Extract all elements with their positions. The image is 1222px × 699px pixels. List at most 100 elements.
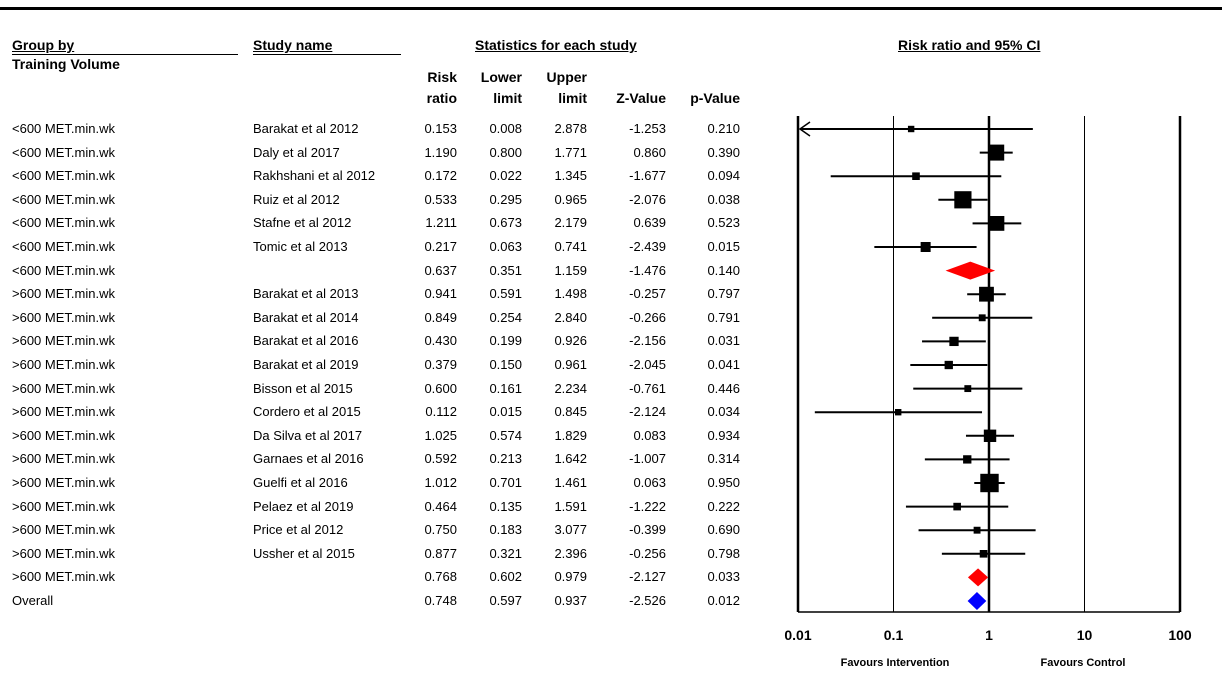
study-name-cell: Price et al 2012 — [253, 522, 344, 538]
z-value-cell: 0.860 — [633, 144, 666, 160]
x-tick-label: 0.1 — [884, 627, 904, 643]
lower-limit-cell: 0.022 — [489, 168, 522, 184]
z-value-cell: -1.222 — [629, 498, 666, 514]
study-name-header: Study name — [253, 37, 333, 53]
upper-limit-cell: 1.591 — [554, 498, 587, 514]
z-value-cell: -2.127 — [629, 569, 666, 585]
p-value-cell: 0.934 — [707, 427, 740, 443]
study-name-cell: Barakat et al 2014 — [253, 309, 359, 325]
z-value-cell: -2.045 — [629, 356, 666, 372]
upper-limit-cell: 1.159 — [554, 262, 587, 278]
table-row: <600 MET.min.wk Tomic et al 2013 0.217 0.06… — [0, 235, 780, 259]
p-value-cell: 0.797 — [707, 286, 740, 302]
study-marker — [895, 409, 902, 416]
table-row: <600 MET.min.wk Rakhshani et al 2012 0.172… — [0, 164, 780, 188]
p-value-cell: 0.791 — [707, 309, 740, 325]
upper-limit-cell: 1.461 — [554, 474, 587, 490]
upper-limit-cell: 2.878 — [554, 121, 587, 136]
subgroup-diamond — [945, 261, 996, 280]
study-marker — [949, 336, 959, 347]
lower-limit-cell: 0.574 — [489, 427, 522, 443]
study-marker — [963, 455, 972, 464]
risk-ratio-cell: 0.877 — [424, 545, 457, 561]
x-tick-label: 1 — [985, 627, 993, 643]
upper-limit-cell: 0.845 — [554, 404, 587, 420]
upper-limit-cell: 0.961 — [554, 356, 587, 372]
lower-limit-cell: 0.135 — [489, 498, 522, 514]
ci-arrow — [798, 121, 811, 137]
z-value-cell: -0.399 — [629, 522, 666, 538]
p-value-cell: 0.950 — [707, 474, 740, 490]
table-row: Overall 0.748 0.597 0.937 -2.526 0.012 — [0, 589, 780, 613]
risk-ratio-cell: 0.112 — [425, 404, 457, 420]
study-name-underline — [253, 54, 401, 55]
p-value-cell: 0.041 — [707, 356, 740, 372]
col-header-risk-ratio: Risk ratio — [426, 69, 457, 106]
upper-limit-cell: 1.642 — [554, 451, 587, 467]
risk-ratio-cell: 0.592 — [424, 451, 457, 467]
upper-limit-cell: 3.077 — [554, 522, 587, 538]
p-value-cell: 0.690 — [707, 522, 740, 538]
lower-limit-cell: 0.673 — [489, 215, 522, 231]
lower-limit-cell: 0.199 — [489, 333, 522, 349]
risk-ratio-cell: 0.464 — [424, 498, 457, 514]
study-name-cell: Barakat et al 2013 — [253, 286, 359, 302]
group-cell: <600 MET.min.wk — [12, 215, 115, 231]
study-marker — [954, 191, 972, 209]
study-table: <600 MET.min.wk Barakat et al 2012 0.153 0.… — [0, 117, 780, 612]
risk-ratio-cell: 0.637 — [424, 262, 457, 278]
risk-ratio-cell: 1.211 — [425, 215, 457, 231]
study-marker — [953, 502, 961, 511]
study-marker — [944, 360, 953, 370]
risk-ratio-cell: 1.012 — [424, 474, 457, 490]
study-name-cell: Barakat et al 2019 — [253, 356, 359, 372]
risk-ratio-cell: 0.379 — [424, 356, 457, 372]
p-value-cell: 0.034 — [707, 404, 740, 420]
study-marker — [983, 429, 997, 442]
p-value-cell: 0.222 — [707, 498, 740, 514]
lower-limit-cell: 0.295 — [489, 191, 522, 207]
study-marker — [907, 125, 915, 133]
p-value-cell: 0.140 — [707, 262, 740, 278]
favours-control-label: Favours Control — [1041, 657, 1126, 669]
risk-ratio-cell: 0.768 — [424, 569, 457, 585]
study-marker — [980, 473, 999, 493]
group-cell: >600 MET.min.wk — [12, 474, 115, 490]
z-value-cell: 0.639 — [633, 215, 666, 231]
col-header-z-value: Z-Value — [616, 90, 666, 106]
group-cell: Overall — [12, 592, 54, 608]
group-cell: >600 MET.min.wk — [12, 451, 115, 467]
risk-ratio-cell: 0.533 — [424, 191, 457, 207]
table-row: >600 MET.min.wk Cordero et al 2015 0.112 0.… — [0, 400, 780, 424]
p-value-cell: 0.390 — [707, 144, 740, 160]
z-value-cell: -2.156 — [629, 333, 666, 349]
risk-ratio-cell: 1.190 — [424, 144, 457, 160]
lower-limit-cell: 0.351 — [489, 262, 522, 278]
table-row: <600 MET.min.wk Barakat et al 2012 0.153 0.… — [0, 117, 780, 141]
group-cell: >600 MET.min.wk — [12, 522, 115, 538]
group-by-header: Group by — [12, 37, 75, 53]
lower-limit-cell: 0.800 — [489, 144, 522, 160]
z-value-cell: 0.083 — [633, 427, 666, 443]
table-row: >600 MET.min.wk Garnaes et al 2016 0.592 0.… — [0, 447, 780, 471]
table-row: >600 MET.min.wk 0.768 0.602 0.979 -2.127 0.03… — [0, 565, 780, 589]
z-value-cell: -2.439 — [629, 238, 666, 254]
study-name-cell: Pelaez et al 2019 — [253, 498, 354, 514]
col-header-lower-limit: Lower limit — [480, 69, 522, 106]
col-header-upper-limit: Upper limit — [546, 69, 587, 106]
lower-limit-cell: 0.591 — [489, 286, 522, 302]
risk-ratio-cell: 0.849 — [424, 309, 457, 325]
study-name-cell: Rakhshani et al 2012 — [253, 168, 376, 184]
upper-limit-cell: 1.771 — [554, 144, 587, 160]
study-marker — [979, 286, 994, 302]
upper-limit-cell: 0.741 — [554, 238, 587, 254]
table-row: >600 MET.min.wk Barakat et al 2019 0.379 0.… — [0, 353, 780, 377]
training-volume-subheader: Training Volume — [12, 56, 120, 72]
upper-limit-cell: 2.396 — [554, 545, 587, 561]
risk-ratio-cell: 0.430 — [424, 333, 457, 349]
group-by-underline — [12, 54, 238, 55]
top-rule — [0, 7, 1222, 10]
risk-ratio-cell: 1.025 — [424, 427, 457, 443]
lower-limit-cell: 0.161 — [489, 380, 522, 396]
